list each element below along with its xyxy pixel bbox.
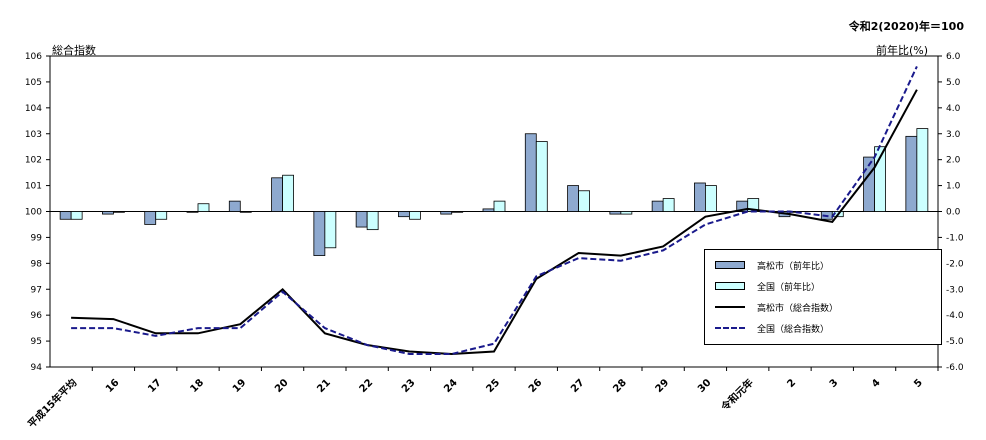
bar-national-yoy — [451, 211, 464, 213]
right-tick-label: 4.0 — [946, 104, 961, 114]
legend-label: 全国（前年比） — [757, 282, 821, 293]
left-tick-label: 102 — [25, 156, 42, 166]
bar-national-yoy — [705, 185, 717, 212]
x-tick-label: 20 — [273, 377, 291, 395]
bar-national-yoy — [324, 211, 337, 249]
bar-takamatsu-yoy — [440, 211, 453, 215]
right-tick-label: 2.0 — [946, 156, 961, 166]
bar-takamatsu-yoy — [228, 200, 241, 212]
x-tick-label: 令和元年 — [718, 376, 756, 414]
bar-takamatsu-yoy — [102, 211, 114, 215]
bar-national-yoy — [113, 211, 125, 213]
left-tick-label: 96 — [31, 311, 43, 321]
x-tick-label: 24 — [442, 377, 460, 395]
x-tick-label: 19 — [231, 377, 249, 395]
x-tick-label: 4 — [870, 377, 883, 390]
bar-takamatsu-yoy — [567, 185, 579, 212]
x-tick-label: 18 — [188, 377, 206, 395]
x-tick-label: 27 — [569, 377, 587, 395]
bar-takamatsu-yoy — [694, 182, 706, 212]
line-takamatsu-index — [71, 89, 918, 356]
bar-national-yoy — [493, 200, 506, 212]
legend-swatch-national-bar — [715, 282, 745, 290]
bar-takamatsu-yoy — [524, 133, 537, 212]
legend-swatch-takamatsu-bar — [715, 261, 745, 269]
left-tick-label: 101 — [25, 182, 42, 192]
legend-item-national-index: 全国（総合指数） — [715, 320, 829, 336]
left-tick-label: 94 — [31, 363, 43, 373]
x-tick-label: 5 — [912, 377, 925, 390]
x-tick-label: 16 — [104, 377, 122, 395]
right-tick-label: 0.0 — [946, 208, 961, 218]
legend-label: 高松市（前年比） — [757, 261, 830, 272]
legend-swatch-national-line — [715, 327, 745, 329]
right-tick-label: 3.0 — [946, 130, 961, 140]
bar-takamatsu-yoy — [271, 177, 283, 212]
bar-takamatsu-yoy — [651, 200, 664, 212]
bar-national-yoy — [70, 211, 83, 220]
bar-takamatsu-yoy — [186, 211, 199, 213]
left-tick-label: 97 — [31, 285, 42, 295]
legend-item-takamatsu-yoy: 高松市（前年比） — [715, 257, 829, 273]
bar-national-yoy — [282, 174, 294, 212]
x-tick-label: 平成15年平均 — [25, 376, 79, 430]
left-axis-label: 総合指数 — [52, 44, 96, 57]
x-tick-label: 25 — [484, 377, 502, 395]
left-tick-label: 104 — [25, 104, 42, 114]
left-tick-label: 106 — [25, 52, 42, 62]
bar-national-yoy — [197, 203, 210, 212]
bar-national-yoy — [366, 211, 379, 231]
right-tick-label: -1.0 — [946, 233, 964, 243]
x-tick-label: 28 — [611, 377, 629, 395]
bar-takamatsu-yoy — [144, 211, 157, 225]
legend: 高松市（前年比） 全国（前年比） 高松市（総合指数） 全国（総合指数） — [704, 249, 942, 345]
bar-national-yoy — [239, 211, 252, 213]
bar-national-yoy — [409, 211, 421, 220]
right-tick-label: -3.0 — [946, 285, 964, 295]
bar-takamatsu-yoy — [313, 211, 326, 256]
left-tick-label: 98 — [31, 259, 43, 269]
x-tick-label: 3 — [828, 377, 841, 390]
bar-national-yoy — [535, 141, 548, 212]
right-tick-label: -2.0 — [946, 259, 964, 269]
left-tick-label: 105 — [25, 78, 42, 88]
x-tick-label: 30 — [696, 377, 714, 395]
legend-label: 全国（総合指数） — [757, 324, 830, 335]
bar-national-yoy — [662, 198, 675, 212]
right-tick-label: -6.0 — [946, 363, 964, 373]
bar-takamatsu-yoy — [355, 211, 368, 228]
legend-label: 高松市（総合指数） — [757, 303, 839, 314]
right-axis-label: 前年比(%) — [876, 44, 929, 57]
bar-national-yoy — [916, 128, 929, 212]
left-tick-label: 103 — [25, 130, 42, 140]
bar-national-yoy — [578, 190, 590, 212]
x-tick-label: 26 — [527, 377, 545, 395]
right-tick-label: -4.0 — [946, 311, 964, 321]
base-year-note: 令和2(2020)年＝100 — [848, 20, 964, 33]
legend-item-national-yoy: 全国（前年比） — [715, 278, 820, 294]
left-tick-label: 95 — [31, 337, 42, 347]
bar-takamatsu-yoy — [905, 135, 918, 212]
x-tick-label: 21 — [315, 377, 333, 395]
bar-national-yoy — [620, 211, 633, 215]
x-tick-label: 22 — [358, 377, 376, 395]
bar-takamatsu-yoy — [59, 211, 72, 220]
x-tick-label: 2 — [785, 377, 798, 390]
bar-national-yoy — [155, 211, 168, 220]
bar-takamatsu-yoy — [398, 211, 410, 218]
left-tick-label: 100 — [25, 208, 42, 218]
right-tick-label: 5.0 — [946, 78, 961, 88]
left-tick-label: 99 — [31, 233, 43, 243]
right-tick-label: 1.0 — [946, 182, 961, 192]
right-tick-label: 6.0 — [946, 52, 961, 62]
bar-takamatsu-yoy — [609, 211, 622, 215]
x-tick-label: 29 — [654, 377, 672, 395]
x-tick-label: 17 — [146, 377, 164, 395]
bar-takamatsu-yoy — [482, 208, 495, 212]
x-tick-label: 23 — [400, 377, 418, 395]
legend-item-takamatsu-index: 高松市（総合指数） — [715, 299, 838, 315]
legend-swatch-takamatsu-line — [715, 306, 745, 308]
right-tick-label: -5.0 — [946, 337, 964, 347]
